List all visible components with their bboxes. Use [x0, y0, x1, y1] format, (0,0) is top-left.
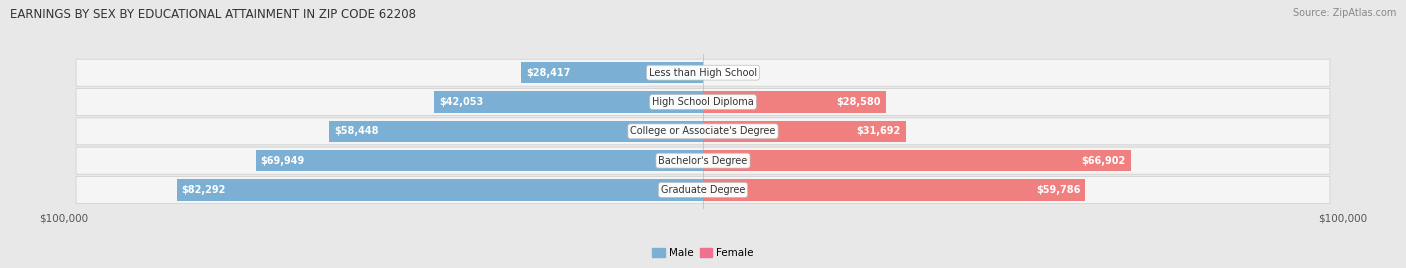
- Bar: [434, 91, 703, 113]
- Bar: [256, 150, 703, 171]
- Bar: [703, 91, 886, 113]
- Text: EARNINGS BY SEX BY EDUCATIONAL ATTAINMENT IN ZIP CODE 62208: EARNINGS BY SEX BY EDUCATIONAL ATTAINMEN…: [10, 8, 416, 21]
- Bar: [703, 150, 1130, 171]
- Bar: [703, 121, 905, 142]
- Text: $42,053: $42,053: [439, 97, 484, 107]
- Text: Bachelor's Degree: Bachelor's Degree: [658, 156, 748, 166]
- Text: $58,448: $58,448: [335, 126, 378, 136]
- FancyBboxPatch shape: [76, 177, 1330, 203]
- FancyBboxPatch shape: [76, 88, 1330, 116]
- Bar: [177, 179, 703, 200]
- Text: $31,692: $31,692: [856, 126, 901, 136]
- Text: Source: ZipAtlas.com: Source: ZipAtlas.com: [1292, 8, 1396, 18]
- Bar: [329, 121, 703, 142]
- Text: Less than High School: Less than High School: [650, 68, 756, 78]
- Text: College or Associate's Degree: College or Associate's Degree: [630, 126, 776, 136]
- Legend: Male, Female: Male, Female: [652, 248, 754, 258]
- Text: $82,292: $82,292: [181, 185, 226, 195]
- Bar: [703, 179, 1085, 200]
- Text: High School Diploma: High School Diploma: [652, 97, 754, 107]
- FancyBboxPatch shape: [76, 59, 1330, 86]
- FancyBboxPatch shape: [76, 118, 1330, 145]
- FancyBboxPatch shape: [76, 147, 1330, 174]
- Text: $28,417: $28,417: [526, 68, 571, 78]
- Text: $59,786: $59,786: [1036, 185, 1080, 195]
- Text: $66,902: $66,902: [1081, 156, 1126, 166]
- Text: $28,580: $28,580: [837, 97, 880, 107]
- Bar: [522, 62, 703, 83]
- Text: $69,949: $69,949: [260, 156, 305, 166]
- Text: Graduate Degree: Graduate Degree: [661, 185, 745, 195]
- Text: $0: $0: [709, 68, 720, 78]
